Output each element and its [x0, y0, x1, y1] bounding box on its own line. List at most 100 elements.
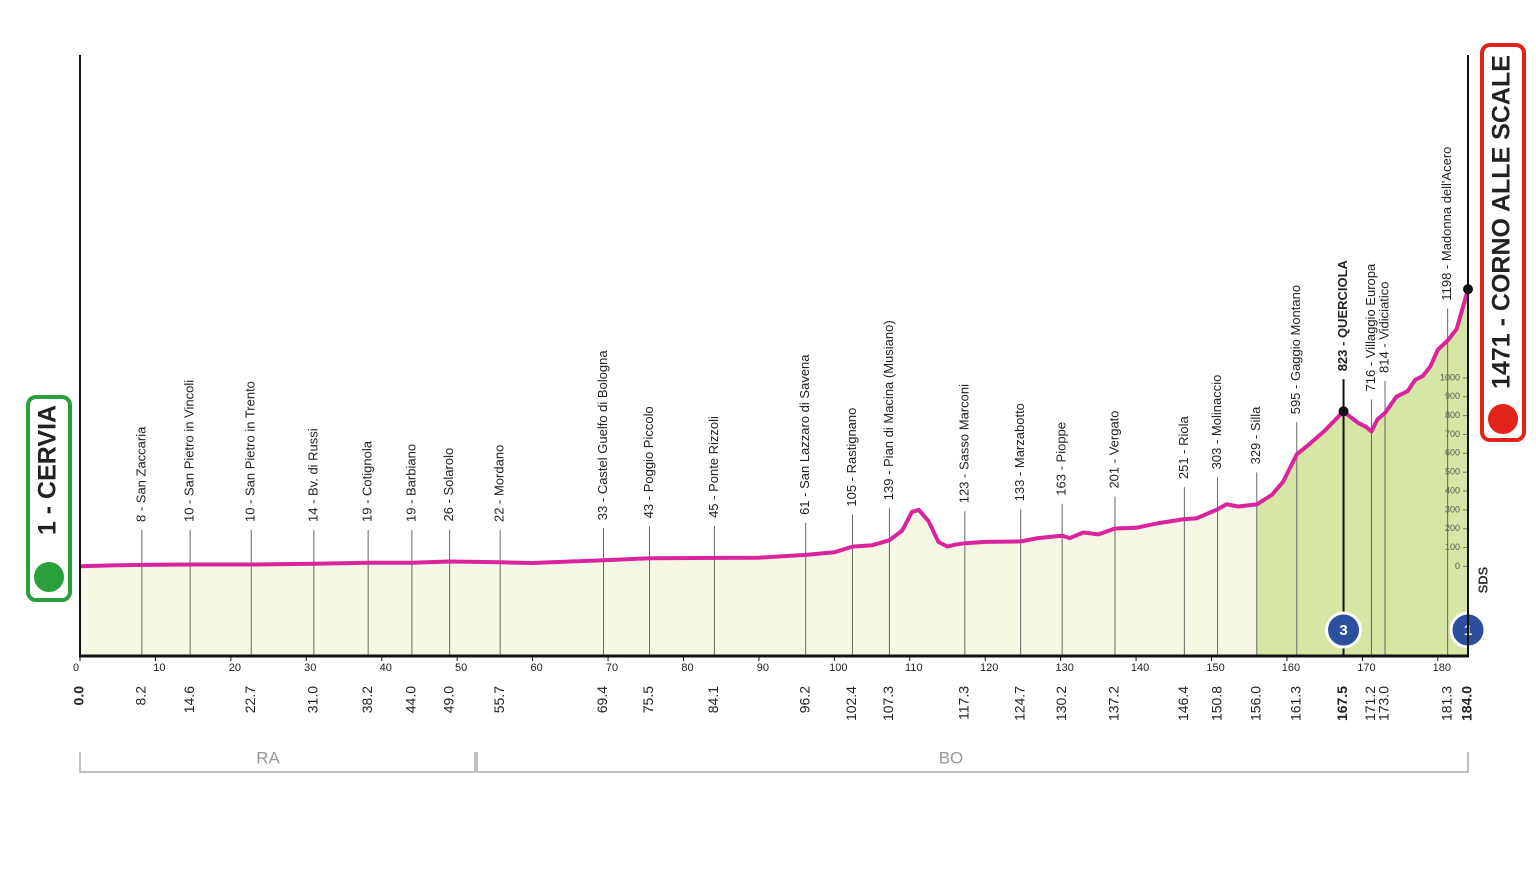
start-icon [32, 560, 66, 594]
start-label: 1 - CERVIA [34, 405, 62, 535]
waypoint-km: 173.0 [1376, 686, 1392, 721]
waypoint-km: 44.0 [403, 686, 419, 713]
waypoint-name: 201 - Vergato [1106, 410, 1121, 488]
waypoint-km: 156.0 [1247, 686, 1263, 721]
x-tick-label: 120 [980, 662, 998, 674]
x-tick-label: 110 [905, 662, 923, 674]
waypoint-km: 184.0 [1459, 686, 1475, 721]
waypoint-km: 137.2 [1106, 686, 1122, 721]
y-tick-label: 500 [1445, 467, 1460, 477]
climb-category: 3 [1339, 622, 1347, 639]
waypoint-km: 8.2 [133, 686, 149, 706]
waypoint-km: 96.2 [796, 686, 812, 713]
x-tick-label: 180 [1433, 662, 1451, 674]
waypoint-name: 19 - Barbiano [403, 444, 418, 522]
fills [80, 289, 1468, 655]
waypoint-name: 43 - Poggio Piccolo [641, 406, 656, 518]
waypoint-km: 84.1 [705, 686, 721, 713]
x-tick-label: 140 [1131, 662, 1149, 674]
finish-icon [1486, 402, 1520, 436]
brand-label: SDS [1475, 566, 1490, 593]
y-tick-label: 600 [1445, 448, 1460, 458]
waypoint-name: 823 - QUERCIOLA [1335, 259, 1350, 371]
waypoint-name: 8 - San Zaccaria [133, 426, 148, 522]
x-tick-label: 10 [153, 662, 165, 674]
x-tick-label: 150 [1206, 662, 1224, 674]
waypoint-name: 45 - Ponte Rizzoli [706, 416, 721, 518]
waypoint-km: 55.7 [491, 686, 507, 713]
x-tick-label: 160 [1282, 662, 1300, 674]
waypoint-km: 49.0 [440, 686, 456, 713]
waypoint-km: 14.6 [181, 686, 197, 713]
waypoint-km: 22.7 [242, 686, 258, 713]
waypoint-name: 814 - Vidiciatico [1376, 281, 1391, 373]
waypoint-km: 107.3 [880, 686, 896, 721]
y-tick-label: 1000 [1440, 372, 1460, 382]
waypoint-name: 61 - San Lazzaro di Savena [797, 354, 812, 515]
waypoint-km: 75.5 [640, 686, 656, 713]
province-label: RA [256, 748, 280, 767]
profile-line [79, 288, 1470, 569]
waypoint-name: 251 - Riola [1176, 415, 1191, 479]
waypoint-km: 150.8 [1208, 686, 1224, 721]
waypoint-km: 102.4 [843, 686, 859, 721]
x-tick-label: 70 [606, 662, 618, 674]
summit-dot [1338, 406, 1349, 417]
waypoint-km: 146.4 [1175, 686, 1191, 721]
x-tick-label: 80 [681, 662, 693, 674]
x-tick-label: 130 [1055, 662, 1073, 674]
y-tick-label: 100 [1445, 542, 1460, 552]
waypoint-name: 33 - Castel Guelfo di Bologna [595, 350, 610, 521]
y-tick-label: 200 [1445, 523, 1460, 533]
waypoint-km: 38.2 [359, 686, 375, 713]
x-tick-label: 50 [455, 662, 467, 674]
climb-badge [1325, 611, 1363, 649]
waypoint-name: 19 - Cotignola [360, 440, 375, 522]
start-box [26, 395, 72, 602]
waypoint-name: 303 - Molinaccio [1209, 375, 1224, 470]
waypoint-name: 163 - Pioppe [1054, 422, 1069, 496]
waypoint-name: 139 - Pian di Macina (Musiano) [881, 320, 896, 500]
waypoint-name: 1198 - Madonna dell'Acero [1439, 147, 1454, 301]
waypoint-km: 181.3 [1438, 686, 1454, 721]
x-tick-label: 40 [380, 662, 392, 674]
y-tick-label: 700 [1445, 429, 1460, 439]
x-tick-label: 170 [1357, 662, 1375, 674]
waypoint-name: 123 - Sasso Marconi [956, 384, 971, 503]
x-tick-label: 60 [530, 662, 542, 674]
waypoint-km: 124.7 [1011, 686, 1027, 721]
waypoint-km: 167.5 [1334, 686, 1350, 721]
x-tick-label: 20 [229, 662, 241, 674]
province-label: BO [939, 748, 964, 767]
x-tick-label: 90 [757, 662, 769, 674]
waypoint-name: 105 - Rastignano [844, 408, 859, 507]
x-tick-label: 100 [829, 662, 847, 674]
waypoint-km: 0.0 [71, 686, 87, 706]
waypoint-name: 595 - Gaggio Montano [1288, 285, 1303, 414]
waypoint-km: 117.3 [956, 686, 972, 720]
waypoint-km: 171.2 [1362, 686, 1378, 721]
waypoint-name: 10 - San Pietro in Trento [243, 381, 258, 522]
finish-box [1480, 43, 1526, 442]
waypoint-name: 133 - Marzabotto [1012, 403, 1027, 501]
y-tick-label: 800 [1445, 410, 1460, 420]
y-tick-label: 0 [1455, 561, 1460, 571]
x-tick-label: 30 [304, 662, 316, 674]
waypoint-km: 31.0 [305, 686, 321, 713]
waypoint-name: 329 - Silla [1248, 406, 1263, 465]
waypoint-name: 716 - Villaggio Europa [1363, 263, 1378, 391]
y-tick-label: 900 [1445, 391, 1460, 401]
waypoint-name: 22 - Mordano [492, 445, 507, 522]
x-tick-label: 0 [73, 662, 79, 674]
finish-label: 1471 - CORNO ALLE SCALE [1488, 55, 1516, 389]
waypoint-name: 10 - San Pietro in Vincoli [182, 380, 197, 522]
waypoint-name: 26 - Solarolo [441, 448, 456, 522]
y-tick-label: 300 [1445, 504, 1460, 514]
waypoint-km: 130.2 [1053, 686, 1069, 721]
waypoint-km: 69.4 [594, 686, 610, 713]
waypoint-name: 14 - Bv. di Russi [305, 428, 320, 522]
waypoint-km: 161.3 [1287, 686, 1303, 721]
province-brackets [79, 752, 1469, 773]
